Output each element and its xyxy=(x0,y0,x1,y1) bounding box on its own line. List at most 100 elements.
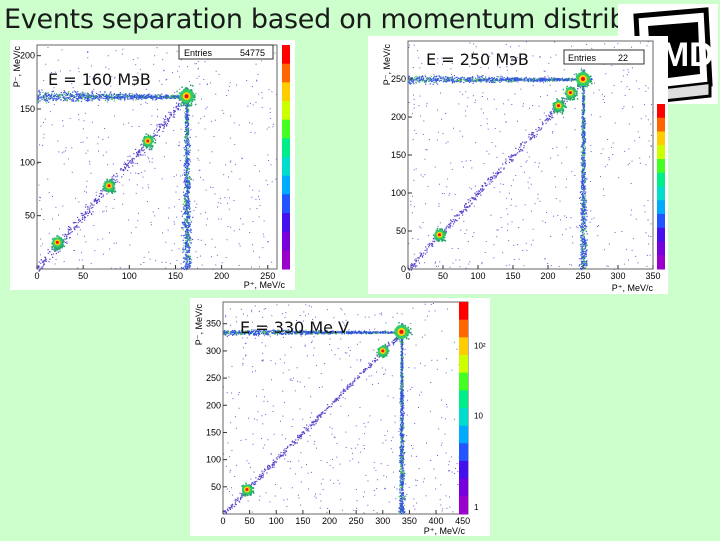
band-dot xyxy=(185,211,186,212)
band-dot xyxy=(498,80,499,81)
noise-dot xyxy=(83,128,84,129)
diagonal-dot xyxy=(87,215,88,216)
band-dot xyxy=(186,238,187,239)
noise-dot xyxy=(445,113,446,114)
noise-dot xyxy=(571,46,572,47)
band-dot xyxy=(186,150,187,151)
noise-dot xyxy=(52,218,53,219)
noise-dot xyxy=(144,170,145,171)
noise-dot xyxy=(615,232,616,233)
band-dot xyxy=(184,174,185,175)
noise-dot xyxy=(458,248,459,249)
noise-dot xyxy=(267,184,268,185)
noise-dot xyxy=(105,67,106,68)
noise-dot xyxy=(259,266,260,267)
band-dot xyxy=(104,91,105,92)
noise-dot xyxy=(166,142,167,143)
band-dot xyxy=(540,81,541,82)
band-dot xyxy=(188,195,189,196)
band-dot xyxy=(77,91,78,92)
noise-dot xyxy=(651,135,652,136)
band-dot xyxy=(409,82,410,83)
noise-dot xyxy=(214,136,215,137)
band-dot xyxy=(184,201,185,202)
noise-dot xyxy=(639,88,640,89)
noise-dot xyxy=(47,179,48,180)
diagonal-dot xyxy=(162,131,163,132)
noise-dot xyxy=(176,260,177,261)
noise-dot xyxy=(114,243,115,244)
noise-dot xyxy=(624,151,625,152)
band-dot xyxy=(101,94,102,95)
band-dot xyxy=(166,95,167,96)
band-dot xyxy=(120,99,121,100)
diagonal-dot xyxy=(164,119,165,120)
band-dot xyxy=(451,80,452,81)
diagonal-dot xyxy=(115,176,116,177)
band-dot xyxy=(93,98,94,99)
noise-dot xyxy=(648,119,649,120)
band-dot xyxy=(183,224,184,225)
diagonal-dot xyxy=(45,260,46,261)
noise-dot xyxy=(234,144,235,145)
band-dot xyxy=(129,95,130,96)
diagonal-dot xyxy=(44,260,45,261)
noise-dot xyxy=(113,208,114,209)
noise-dot xyxy=(197,158,198,159)
band-dot xyxy=(189,178,190,179)
noise-dot xyxy=(560,219,561,220)
diagonal-dot xyxy=(52,257,53,258)
band-dot xyxy=(189,258,190,259)
noise-dot xyxy=(221,218,222,219)
band-dot xyxy=(184,187,185,188)
noise-dot xyxy=(262,97,263,98)
band-dot xyxy=(185,135,186,136)
noise-dot xyxy=(178,248,179,249)
band-dot xyxy=(504,79,505,80)
noise-dot xyxy=(142,187,143,188)
band-dot xyxy=(443,77,444,78)
noise-dot xyxy=(519,259,520,260)
noise-dot xyxy=(557,215,558,216)
diagonal-dot xyxy=(155,135,156,136)
diagonal-dot xyxy=(166,124,167,125)
band-dot xyxy=(141,99,142,100)
noise-dot xyxy=(174,114,175,115)
band-dot xyxy=(190,219,191,220)
band-dot xyxy=(104,96,105,97)
band-dot xyxy=(64,94,65,95)
diagonal-dot xyxy=(117,175,118,176)
band-dot xyxy=(554,79,555,80)
band-dot xyxy=(73,99,74,100)
noise-dot xyxy=(564,215,565,216)
band-dot xyxy=(485,80,486,81)
band-dot xyxy=(189,240,190,241)
band-dot xyxy=(68,92,69,93)
band-dot xyxy=(88,99,89,100)
band-dot xyxy=(427,79,428,80)
band-dot xyxy=(189,177,190,178)
band-dot xyxy=(124,97,125,98)
band-dot xyxy=(500,77,501,78)
band-dot xyxy=(91,100,92,101)
noise-dot xyxy=(429,139,430,140)
band-dot xyxy=(185,252,186,253)
band-dot xyxy=(188,186,189,187)
noise-dot xyxy=(87,57,88,58)
band-dot xyxy=(521,78,522,79)
band-dot xyxy=(157,96,158,97)
noise-dot xyxy=(526,250,527,251)
band-dot xyxy=(116,94,117,95)
noise-dot xyxy=(104,128,105,129)
noise-dot xyxy=(271,91,272,92)
noise-dot xyxy=(650,124,651,125)
band-dot xyxy=(51,93,52,94)
noise-dot xyxy=(622,108,623,109)
noise-dot xyxy=(172,72,173,73)
band-dot xyxy=(185,204,186,205)
noise-dot xyxy=(91,263,92,264)
band-dot xyxy=(183,240,184,241)
band-dot xyxy=(186,167,187,168)
band-dot xyxy=(187,184,188,185)
band-dot xyxy=(69,99,70,100)
